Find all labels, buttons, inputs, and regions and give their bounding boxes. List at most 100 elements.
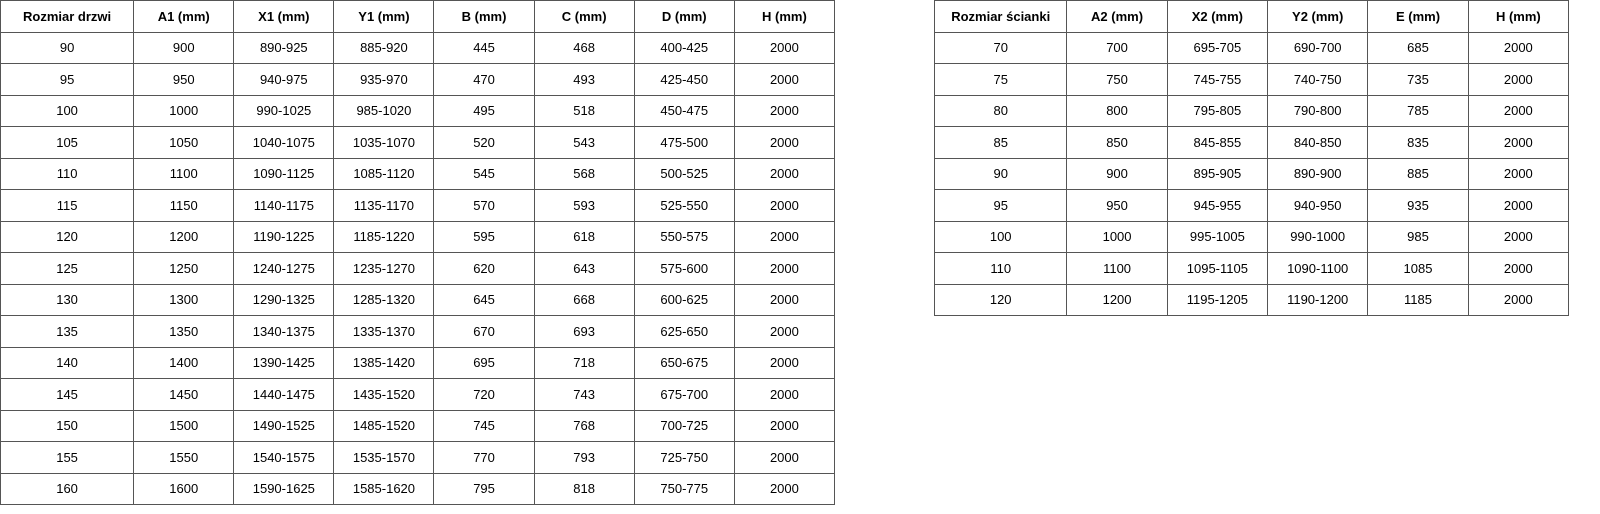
table-cell: 160	[0, 472, 135, 505]
table-cell: 735	[1367, 63, 1469, 96]
table-row: 110 1100 1090-1125 1085-1120 545 568 500-525 20…	[0, 157, 836, 190]
table-cell: 1190-1200	[1267, 283, 1369, 316]
table-cell: 800	[1066, 94, 1168, 127]
table-cell: 935-970	[333, 63, 435, 96]
table-cell: 575-600	[633, 252, 735, 285]
table-cell: 645	[433, 283, 535, 316]
column-header: C (mm)	[533, 0, 635, 33]
table-cell: 1100	[1066, 252, 1168, 285]
table-row: 85 850 845-855 840-850 835 2000	[933, 126, 1570, 159]
table-cell: 700-725	[633, 409, 735, 442]
table-cell: 2000	[733, 252, 836, 285]
table-cell: 1340-1375	[233, 315, 335, 348]
table-row: 110 1100 1095-1105 1090-1100 1085 2000	[933, 252, 1570, 285]
table-cell: 1500	[133, 409, 235, 442]
table-cell: 1335-1370	[333, 315, 435, 348]
table-cell: 100	[0, 94, 135, 127]
table-cell: 985-1020	[333, 94, 435, 127]
table-cell: 80	[933, 94, 1068, 127]
table-cell: 768	[533, 409, 635, 442]
table-cell: 1100	[133, 157, 235, 190]
table-cell: 1085-1120	[333, 157, 435, 190]
table-cell: 795	[433, 472, 535, 505]
table-cell: 693	[533, 315, 635, 348]
table-cell: 995-1005	[1166, 220, 1269, 253]
column-header: H (mm)	[733, 0, 836, 33]
table-cell: 2000	[733, 189, 836, 222]
table-cell: 1035-1070	[333, 126, 435, 159]
table-row: 95 950 940-975 935-970 470 493 425-450 2000	[0, 63, 836, 96]
table-cell: 740-750	[1267, 63, 1369, 96]
table-cell: 2000	[1467, 283, 1570, 316]
table-cell: 545	[433, 157, 535, 190]
table-cell: 85	[933, 126, 1068, 159]
table-cell: 935	[1367, 189, 1469, 222]
table-cell: 2000	[733, 346, 836, 379]
table-cell: 568	[533, 157, 635, 190]
table-cell: 895-905	[1166, 157, 1269, 190]
table-cell: 1450	[133, 378, 235, 411]
table-cell: 1400	[133, 346, 235, 379]
table-cell: 795-805	[1166, 94, 1269, 127]
table-cell: 475-500	[633, 126, 735, 159]
table-cell: 1250	[133, 252, 235, 285]
table-cell: 1090-1100	[1267, 252, 1369, 285]
table-cell: 1550	[133, 441, 235, 474]
table-cell: 2000	[1467, 63, 1570, 96]
table-cell: 1590-1625	[233, 472, 335, 505]
table-cell: 1285-1320	[333, 283, 435, 316]
table-cell: 135	[0, 315, 135, 348]
table-cell: 518	[533, 94, 635, 127]
table-cell: 1200	[133, 220, 235, 253]
table-cell: 75	[933, 63, 1068, 96]
table-cell: 793	[533, 441, 635, 474]
table-row: 145 1450 1440-1475 1435-1520 720 743 675-700 20…	[0, 378, 836, 411]
table-cell: 845-855	[1166, 126, 1269, 159]
table-cell: 520	[433, 126, 535, 159]
table-cell: 70	[933, 31, 1068, 64]
table-cell: 1085	[1367, 252, 1469, 285]
table-cell: 425-450	[633, 63, 735, 96]
table-cell: 1490-1525	[233, 409, 335, 442]
table-cell: 1090-1125	[233, 157, 335, 190]
column-header: D (mm)	[633, 0, 735, 33]
table-cell: 525-550	[633, 189, 735, 222]
table-cell: 940-950	[1267, 189, 1369, 222]
table-cell: 2000	[733, 94, 836, 127]
table-cell: 618	[533, 220, 635, 253]
table-cell: 495	[433, 94, 535, 127]
table-cell: 600-625	[633, 283, 735, 316]
table-row: 100 1000 990-1025 985-1020 495 518 450-475 2000	[0, 94, 836, 127]
table-cell: 2000	[733, 126, 836, 159]
table-cell: 115	[0, 189, 135, 222]
table-cell: 1095-1105	[1166, 252, 1269, 285]
table-cell: 140	[0, 346, 135, 379]
table-cell: 743	[533, 378, 635, 411]
table-cell: 745	[433, 409, 535, 442]
column-header: X2 (mm)	[1166, 0, 1269, 33]
table-cell: 593	[533, 189, 635, 222]
table-cell: 690-700	[1267, 31, 1369, 64]
table-cell: 1050	[133, 126, 235, 159]
table-cell: 2000	[1467, 220, 1570, 253]
table-cell: 818	[533, 472, 635, 505]
table-cell: 1000	[133, 94, 235, 127]
table-cell: 550-575	[633, 220, 735, 253]
table-cell: 1185-1220	[333, 220, 435, 253]
table-row: 120 1200 1195-1205 1190-1200 1185 2000	[933, 283, 1570, 316]
table-cell: 468	[533, 31, 635, 64]
table-cell: 790-800	[1267, 94, 1369, 127]
table-cell: 595	[433, 220, 535, 253]
table-cell: 1200	[1066, 283, 1168, 316]
table-row: 115 1150 1140-1175 1135-1170 570 593 525-550 20…	[0, 189, 836, 222]
table-cell: 650-675	[633, 346, 735, 379]
column-header: Rozmiar drzwi	[0, 0, 135, 33]
table-header-row: Rozmiar drzwi A1 (mm) X1 (mm) Y1 (mm) B (mm)…	[0, 0, 836, 33]
table-cell: 500-525	[633, 157, 735, 190]
table-cell: 620	[433, 252, 535, 285]
table-cell: 1585-1620	[333, 472, 435, 505]
table-cell: 90	[933, 157, 1068, 190]
table-cell: 2000	[733, 472, 836, 505]
table-cell: 450-475	[633, 94, 735, 127]
table-row: 80 800 795-805 790-800 785 2000	[933, 94, 1570, 127]
